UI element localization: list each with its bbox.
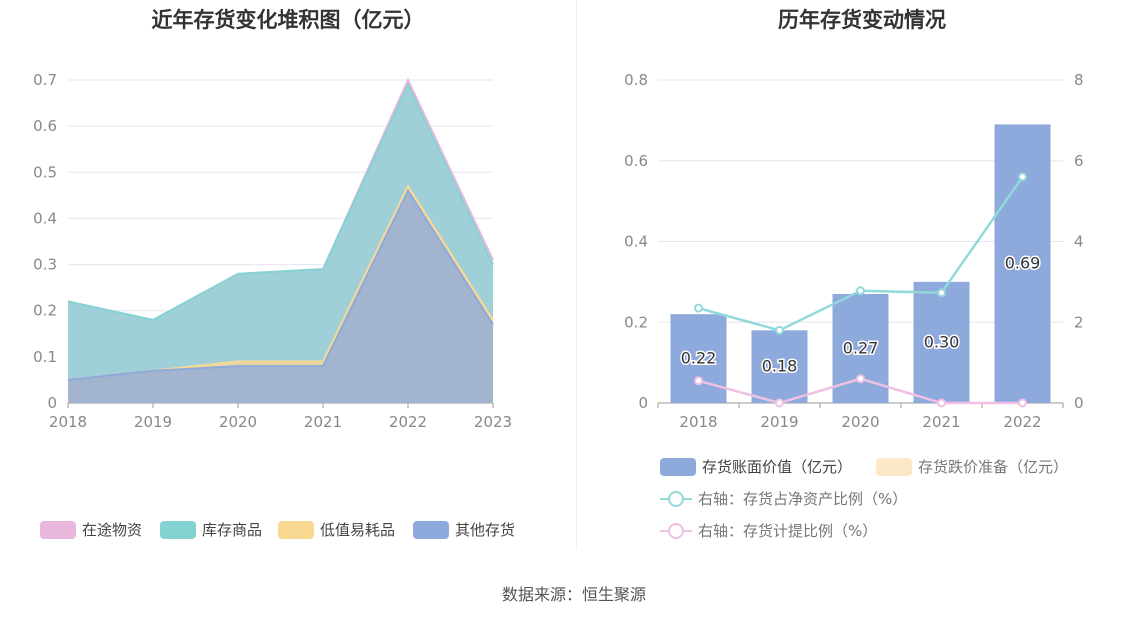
bar-data-label: 0.22: [681, 349, 717, 368]
y-left-tick-label: 0.2: [624, 313, 648, 331]
y-tick-label: 0.7: [33, 71, 57, 89]
x-tick-label: 2018: [679, 413, 717, 431]
y-tick-label: 0: [47, 394, 57, 412]
point-net-asset-ratio: [937, 288, 946, 298]
x-tick-label: 2022: [1003, 413, 1041, 431]
legend-swatch-icon: [40, 520, 76, 539]
legend-item-net-asset-ratio[interactable]: 右轴：存货占净资产比例（%）: [660, 488, 907, 509]
legend-label: 存货账面价值（亿元）: [702, 458, 853, 476]
y-tick-label: 0.1: [33, 348, 57, 366]
stacked-area-chart: 0 0.1 0.2 0.3 0.4 0.5 0.6 0.7 2018 2019 2020 2021 20…: [33, 71, 512, 431]
legend-line-marker-icon: [660, 521, 692, 541]
legend-swatch-icon: [278, 520, 314, 539]
legend-line-marker-icon: [660, 489, 692, 509]
area-series-0: [68, 190, 493, 403]
y-tick-label: 0.5: [33, 163, 57, 181]
legend-label: 低值易耗品: [320, 521, 396, 539]
x-tick-label: 2018: [49, 413, 87, 431]
legend-label: 其他存货: [455, 521, 516, 539]
bar-book-value: [751, 330, 808, 403]
legend-item-book-value[interactable]: 存货账面价值（亿元）: [660, 456, 852, 477]
legend-item-in-transit[interactable]: 在途物资: [40, 519, 142, 540]
y-right-tick-label: 8: [1074, 71, 1084, 89]
y-right-tick-label: 4: [1074, 233, 1084, 251]
data-source-note: 数据来源：恒生聚源: [501, 585, 646, 604]
y-tick-label: 0.3: [33, 256, 57, 274]
legend-swatch-icon: [876, 457, 912, 476]
legend-item-impairment-provision[interactable]: 存货跌价准备（亿元）: [876, 456, 1068, 477]
right-chart-title: 历年存货变动情况: [778, 8, 946, 32]
bar-data-label: 0.30: [924, 332, 960, 351]
point-net-asset-ratio: [1018, 172, 1027, 182]
point-net-asset-ratio: [856, 286, 865, 296]
inventory-change-chart-panel: 历年存货变动情况 0 0.2 0.4 0.6 0.8 0 2 4 6 8 2018 2019 2020 2…: [576, 0, 1148, 560]
x-tick-label: 2021: [922, 413, 960, 431]
x-tick-label: 2020: [219, 413, 257, 431]
y-right-tick-label: 0: [1074, 394, 1084, 412]
y-right-tick-label: 2: [1074, 313, 1084, 331]
x-tick-label: 2022: [389, 413, 427, 431]
inventory-bar-line-chart: 0 0.2 0.4 0.6 0.8 0 2 4 6 8 2018 2019 2020 2021 2022 0.…: [624, 71, 1084, 431]
legend-item-provision-ratio[interactable]: 右轴：存货计提比例（%）: [660, 520, 877, 541]
y-left-tick-label: 0.6: [624, 152, 648, 170]
bar-data-label: 0.18: [762, 357, 798, 376]
legend-swatch-icon: [413, 520, 449, 539]
x-tick-label: 2019: [760, 413, 798, 431]
point-provision-ratio: [775, 398, 784, 408]
x-tick-label: 2019: [134, 413, 172, 431]
point-provision-ratio: [1018, 398, 1027, 408]
y-tick-label: 0.2: [33, 302, 57, 320]
point-provision-ratio: [856, 374, 865, 384]
y-tick-label: 0.6: [33, 117, 57, 135]
point-provision-ratio: [937, 398, 946, 408]
area-series-line-0: [67, 188, 494, 381]
legend-item-low-value-consumables[interactable]: 低值易耗品: [278, 519, 395, 540]
left-chart-title: 近年存货变化堆积图（亿元）: [151, 8, 425, 32]
x-tick-label: 2021: [304, 413, 342, 431]
legend-swatch-icon: [160, 520, 196, 539]
bar-data-label: 0.27: [843, 338, 879, 357]
bar-data-label: 0.69: [1005, 253, 1041, 272]
point-net-asset-ratio: [775, 325, 784, 335]
legend-label: 右轴：存货占净资产比例（%）: [698, 490, 908, 508]
y-left-tick-label: 0.4: [624, 233, 648, 251]
bar-book-value: [670, 314, 727, 403]
x-tick-label: 2020: [841, 413, 879, 431]
y-right-tick-label: 6: [1074, 152, 1084, 170]
y-left-tick-label: 0: [638, 394, 648, 412]
panel-divider: [576, 0, 577, 550]
area-series-line-2: [67, 82, 494, 321]
legend-label: 右轴：存货计提比例（%）: [698, 522, 878, 540]
point-provision-ratio: [694, 376, 703, 386]
legend-swatch-icon: [660, 457, 696, 476]
legend-item-goods-in-stock[interactable]: 库存商品: [160, 519, 262, 540]
y-tick-label: 0.4: [33, 209, 57, 227]
legend-label: 存货跌价准备（亿元）: [918, 458, 1069, 476]
bar-book-value: [994, 124, 1051, 403]
x-tick-label: 2023: [474, 413, 512, 431]
legend-label: 在途物资: [82, 521, 143, 539]
bar-book-value: [913, 281, 970, 403]
point-net-asset-ratio: [694, 303, 703, 313]
legend-label: 库存商品: [202, 521, 263, 539]
y-left-tick-label: 0.8: [624, 71, 648, 89]
stacked-area-chart-panel: 近年存货变化堆积图（亿元） 0 0.1 0.2 0.3 0.4 0.5 0.6 0.7 2018…: [0, 0, 576, 560]
legend-item-other-inventory[interactable]: 其他存货: [413, 519, 515, 540]
